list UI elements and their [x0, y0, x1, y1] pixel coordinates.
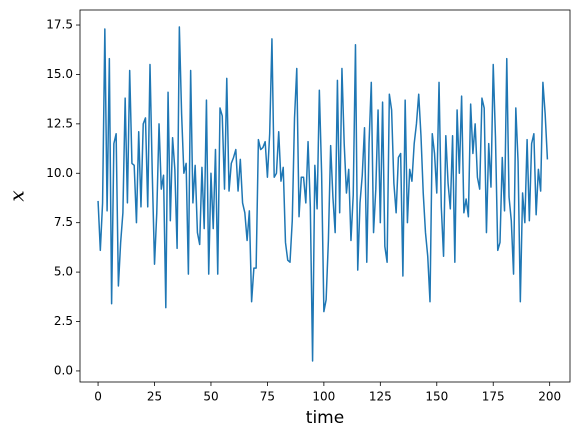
- x-tick-label: 175: [482, 390, 505, 404]
- x-tick-label: 150: [425, 390, 448, 404]
- x-tick-label: 0: [94, 390, 102, 404]
- y-tick-label: 7.5: [54, 215, 73, 229]
- y-tick-label: 15.0: [46, 67, 73, 81]
- data-line: [97, 26, 549, 362]
- x-tick-label: 100: [312, 390, 335, 404]
- x-tick-label: 25: [147, 390, 162, 404]
- y-tick-label: 2.5: [54, 314, 73, 328]
- x-axis-label: time: [306, 408, 344, 428]
- x-tick-label: 125: [369, 390, 392, 404]
- y-tick-label: 12.5: [46, 116, 73, 130]
- y-tick-label: 0.0: [54, 363, 73, 377]
- x-tick-label: 200: [538, 390, 561, 404]
- y-tick-label: 10.0: [46, 166, 73, 180]
- plot-frame: [79, 9, 571, 383]
- y-tick-label: 5.0: [54, 265, 73, 279]
- x-tick-label: 50: [203, 390, 218, 404]
- y-tick-label: 17.5: [46, 18, 73, 32]
- x-tick-label: 75: [260, 390, 275, 404]
- y-axis-label: x: [5, 190, 29, 201]
